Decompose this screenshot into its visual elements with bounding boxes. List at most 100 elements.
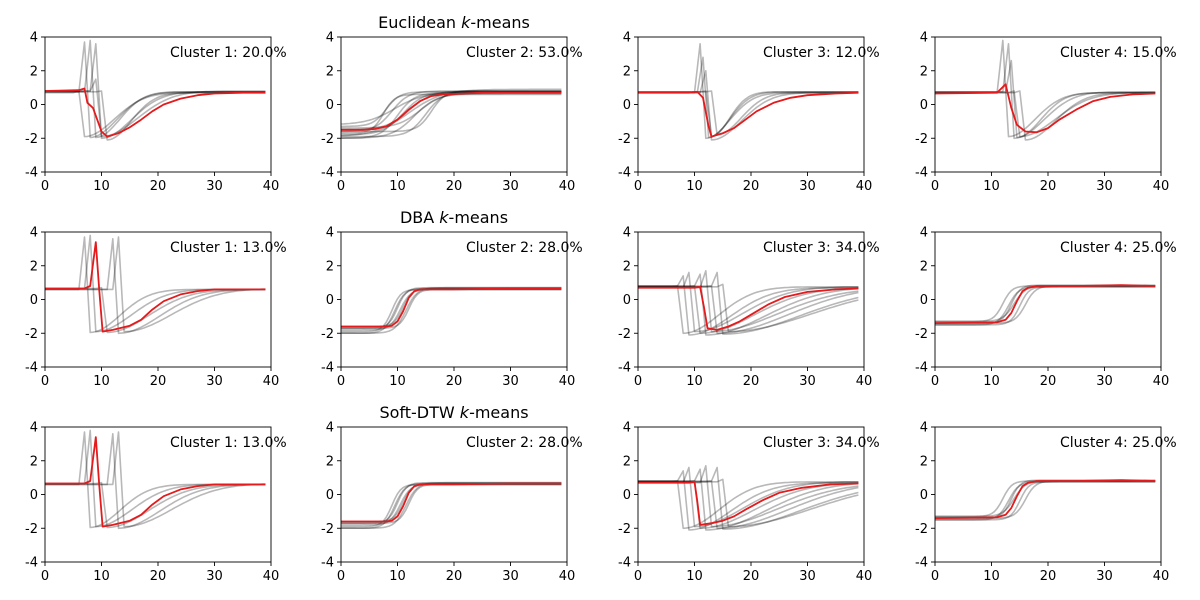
y-tick-label: 4 [30,226,38,241]
member-series-line [638,466,859,530]
member-series-line [935,480,1156,521]
x-tick-label: 0 [337,179,345,194]
row-title: DBA k-means [400,208,508,227]
member-series-line [638,480,859,530]
panel-lines [638,269,859,336]
centroid-series-line [935,284,1156,324]
x-tick-label: 20 [150,569,167,584]
member-series-line [638,275,859,336]
x-tick-label: 10 [93,179,110,194]
member-series-line [935,284,1156,324]
row-title: Euclidean k-means [378,13,530,32]
member-series-line [935,59,1156,139]
y-tick-label: 4 [326,421,334,436]
x-tick-label: 0 [931,374,939,389]
member-series-line [935,285,1156,323]
x-tick-label: 10 [983,374,1000,389]
member-series-line [341,288,562,331]
y-tick-label: -2 [25,132,38,147]
member-series-line [45,90,266,138]
y-tick-label: -2 [321,522,334,537]
x-tick-label: 30 [502,569,519,584]
x-tick-label: 0 [634,179,642,194]
row-title-prefix: Euclidean [378,13,461,32]
y-tick-label: 4 [326,31,334,46]
y-tick-label: -2 [618,327,631,342]
row-title-prefix: Soft-DTW [379,403,459,422]
row-title-italic: k [439,208,449,227]
member-series-line [341,483,562,526]
x-tick-label: 10 [983,569,1000,584]
centroid-series-line [341,91,562,131]
y-tick-label: -2 [618,132,631,147]
x-tick-label: 20 [446,569,463,584]
panel-lines [341,481,562,530]
member-series-line [45,42,266,140]
x-tick-label: 40 [559,374,576,389]
x-tick-label: 10 [389,569,406,584]
y-tick-label: 2 [920,259,928,274]
x-tick-label: 10 [983,179,1000,194]
x-tick-label: 20 [1040,374,1057,389]
x-tick-label: 20 [743,179,760,194]
member-series-line [638,285,859,335]
panel-lines [45,429,266,530]
y-tick-label: -2 [618,522,631,537]
panel-lines [935,284,1156,326]
y-tick-label: -4 [321,556,334,571]
centroid-series-line [45,436,266,528]
cluster-label: Cluster 3: 12.0% [763,45,880,61]
x-tick-label: 40 [263,374,280,389]
x-tick-label: 20 [1040,179,1057,194]
member-series-line [935,285,1156,326]
x-tick-label: 10 [686,569,703,584]
member-series-line [341,286,562,330]
x-tick-label: 40 [856,569,873,584]
y-tick-label: 2 [623,64,631,79]
y-tick-label: 0 [326,293,334,308]
y-tick-label: 2 [920,454,928,469]
x-tick-label: 10 [389,374,406,389]
member-series-line [935,479,1156,519]
y-tick-label: -4 [618,166,631,181]
x-tick-label: 20 [150,179,167,194]
y-tick-label: 4 [30,421,38,436]
x-tick-label: 40 [559,179,576,194]
cluster-label: Cluster 1: 20.0% [170,45,287,61]
member-series-line [638,271,859,335]
centroid-series-line [45,241,266,333]
x-tick-label: 0 [634,374,642,389]
member-series-line [45,286,266,334]
row-title-italic: k [461,13,471,32]
x-tick-label: 10 [93,374,110,389]
x-tick-label: 30 [502,374,519,389]
y-tick-label: 4 [920,226,928,241]
cluster-label: Cluster 2: 28.0% [466,435,583,451]
x-tick-label: 30 [799,569,816,584]
centroid-series-line [638,285,859,331]
member-series-line [638,466,859,528]
y-tick-label: 0 [920,98,928,113]
member-series-line [45,39,266,139]
y-tick-label: 0 [623,293,631,308]
member-series-line [935,285,1156,324]
panel-lines [638,464,859,531]
y-tick-label: 4 [623,226,631,241]
member-series-line [638,70,859,141]
panel-lines [638,42,859,141]
y-tick-label: 4 [623,421,631,436]
x-tick-label: 20 [1040,569,1057,584]
x-tick-label: 30 [1096,179,1113,194]
y-tick-label: -2 [915,132,928,147]
y-tick-label: -4 [618,556,631,571]
member-series-line [638,468,859,531]
member-series-line [45,41,266,139]
panel-lines [341,88,562,139]
y-tick-label: 2 [326,64,334,79]
panel-lines [341,286,562,335]
member-series-line [341,91,562,129]
member-series-line [341,91,562,125]
